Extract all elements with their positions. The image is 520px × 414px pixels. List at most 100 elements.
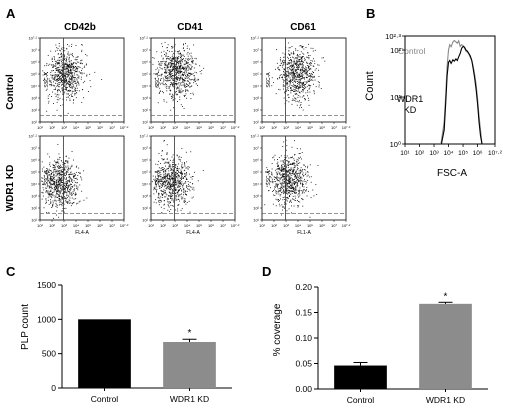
y-axis-label: SSC-A xyxy=(266,72,272,88)
scatter-point xyxy=(170,74,171,76)
scatter-point xyxy=(281,183,283,184)
scatter-point xyxy=(168,187,170,189)
scatter-point xyxy=(286,199,288,201)
scatter-point xyxy=(313,93,315,95)
scatter-point xyxy=(184,78,186,79)
histogram-x-tick-label: 10⁴ xyxy=(444,150,454,157)
scatter-point xyxy=(282,173,284,175)
scatter-point xyxy=(53,183,55,185)
scatter-point xyxy=(170,185,172,187)
scatter-point xyxy=(51,96,52,97)
scatter-point xyxy=(320,88,322,89)
scatter-point xyxy=(300,180,302,181)
scatter-point xyxy=(177,191,179,193)
scatter-point xyxy=(66,99,67,101)
scatter-point xyxy=(67,201,69,203)
scatter-point xyxy=(48,78,50,80)
scatter-point xyxy=(71,192,73,194)
scatter-point xyxy=(58,170,59,172)
scatter-point xyxy=(186,84,188,85)
scatter-point xyxy=(170,109,172,111)
scatter-point xyxy=(54,171,56,173)
scatter-point xyxy=(294,183,296,185)
scatter-point xyxy=(286,190,287,192)
scatter-point xyxy=(89,80,91,82)
plp-y-axis-label: PLP count xyxy=(20,304,31,350)
scatter-point xyxy=(168,188,170,190)
scatter-point xyxy=(55,64,57,66)
scatter-point xyxy=(274,186,276,187)
scatter-point xyxy=(310,85,312,87)
scatter-point xyxy=(153,178,155,180)
scatter-point xyxy=(158,93,160,94)
scatter-point xyxy=(165,77,166,79)
scatter-point xyxy=(293,59,295,61)
scatter-point xyxy=(71,79,73,81)
scatter-point xyxy=(191,60,192,62)
scatter-point xyxy=(289,181,291,183)
scatter-point xyxy=(177,78,178,80)
scatter-point xyxy=(173,158,175,160)
scatter-point xyxy=(182,80,184,82)
scatter-point xyxy=(171,174,172,176)
scatter-point xyxy=(301,46,303,47)
scatter-point xyxy=(177,79,179,81)
y-axis-label: SSC-A xyxy=(44,170,50,186)
scatter-point xyxy=(57,89,58,91)
scatter-point xyxy=(276,193,278,195)
x-tick-label: 10⁵ xyxy=(307,223,313,228)
scatter-point xyxy=(52,194,54,196)
scatter-point xyxy=(276,177,277,179)
scatter-point xyxy=(154,179,156,181)
scatter-point xyxy=(72,81,74,83)
scatter-point xyxy=(300,56,302,58)
scatter-point xyxy=(282,191,284,193)
scatter-point xyxy=(67,83,69,85)
scatter-point xyxy=(288,63,290,65)
scatter-point xyxy=(179,67,181,69)
scatter-point xyxy=(62,179,64,181)
scatter-point xyxy=(181,173,183,175)
scatter-point xyxy=(172,94,174,96)
scatter-point xyxy=(284,174,286,175)
scatter-point xyxy=(182,68,183,70)
column-header-cd42b: CD42b xyxy=(64,22,96,33)
scatter-point xyxy=(294,61,296,63)
scatter-point xyxy=(294,175,296,177)
scatter-point xyxy=(300,183,302,185)
scatter-point xyxy=(64,50,66,52)
scatter-point xyxy=(62,73,64,74)
scatter-point xyxy=(174,173,176,175)
scatter-point xyxy=(64,175,66,176)
scatter-point xyxy=(282,169,284,171)
scatter-point xyxy=(306,68,308,70)
scatter-point xyxy=(57,71,59,73)
scatter-point xyxy=(286,86,288,88)
scatter-point xyxy=(47,72,48,73)
scatter-point xyxy=(166,76,168,78)
scatter-point xyxy=(296,60,298,62)
scatter-point xyxy=(60,71,61,73)
scatter-point xyxy=(174,187,176,189)
scatter-point xyxy=(187,65,189,67)
scatter-point xyxy=(168,63,170,65)
scatter-point xyxy=(76,203,77,205)
scatter-point xyxy=(170,65,171,67)
scatter-point xyxy=(54,57,55,59)
scatter-point xyxy=(74,90,76,91)
scatter-point xyxy=(63,80,65,81)
scatter-point xyxy=(60,169,62,171)
scatter-point xyxy=(164,178,166,180)
scatter-point xyxy=(314,49,316,51)
scatter-point xyxy=(71,43,73,45)
scatter-point xyxy=(308,58,310,60)
scatter-point xyxy=(86,75,88,77)
scatter-point xyxy=(48,168,50,170)
scatter-point xyxy=(59,178,61,180)
scatter-point xyxy=(293,69,295,71)
plp-bar-control xyxy=(78,319,131,388)
scatter-point xyxy=(176,79,178,81)
scatter-point xyxy=(53,187,55,188)
scatter-point xyxy=(270,177,272,179)
scatter-point xyxy=(51,172,53,174)
